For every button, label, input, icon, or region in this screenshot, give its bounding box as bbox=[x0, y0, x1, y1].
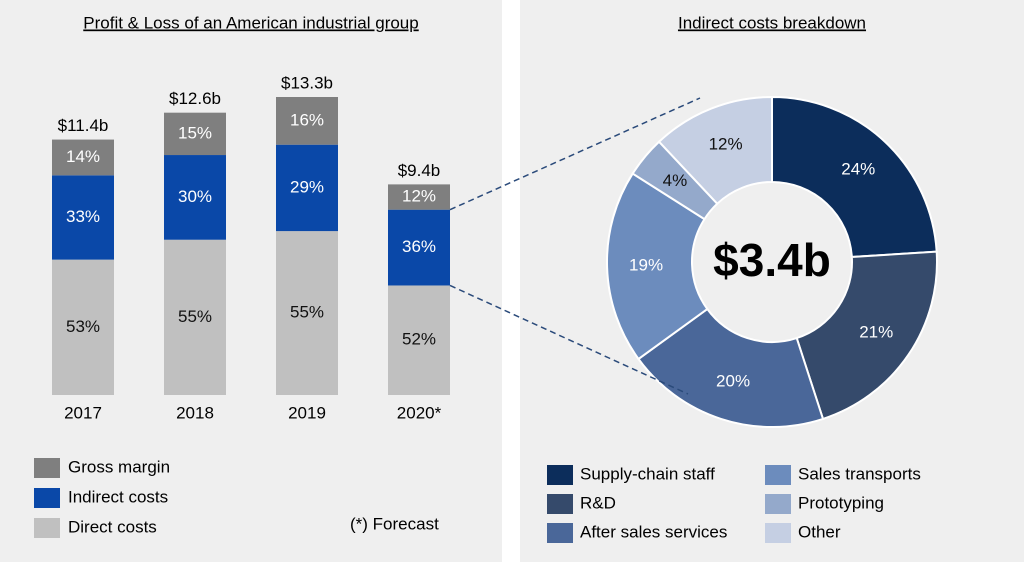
slice-label: 21% bbox=[859, 322, 893, 341]
center-label: $3.4b bbox=[713, 234, 831, 286]
segment-label: 36% bbox=[402, 237, 436, 256]
connector bbox=[449, 97, 701, 211]
legend-swatch bbox=[547, 465, 573, 485]
x-tick-label: 2017 bbox=[64, 403, 102, 422]
legend-label: Prototyping bbox=[798, 493, 884, 512]
bar-segment bbox=[52, 259, 114, 395]
segment-label: 14% bbox=[66, 147, 100, 166]
pie-title: Indirect costs breakdown bbox=[678, 13, 866, 32]
segment-label: 33% bbox=[66, 207, 100, 226]
x-tick-label: 2018 bbox=[176, 403, 214, 422]
bar-segment bbox=[276, 97, 338, 145]
bar-segment bbox=[388, 184, 450, 210]
bar-title: Profit & Loss of an American industrial … bbox=[83, 13, 418, 32]
x-tick-label: 2020* bbox=[397, 403, 442, 422]
donut-slice bbox=[771, 95, 938, 259]
legend-swatch bbox=[547, 494, 573, 514]
slice-label: 12% bbox=[709, 134, 743, 153]
legend-label: Gross margin bbox=[68, 457, 170, 476]
legend-swatch bbox=[765, 494, 791, 514]
segment-label: 53% bbox=[66, 317, 100, 336]
donut-slice bbox=[657, 95, 773, 206]
bar-segment bbox=[388, 285, 450, 395]
legend-label: Other bbox=[798, 522, 841, 541]
legend-swatch bbox=[34, 518, 60, 538]
legend-label: R&D bbox=[580, 493, 616, 512]
slice-label: 19% bbox=[629, 255, 663, 274]
legend-label: Direct costs bbox=[68, 517, 157, 536]
slice-label: 24% bbox=[841, 160, 875, 179]
slice-label: 20% bbox=[716, 371, 750, 390]
segment-label: 16% bbox=[290, 110, 324, 129]
legend-label: After sales services bbox=[580, 522, 727, 541]
legend-swatch bbox=[34, 488, 60, 508]
legend-swatch bbox=[547, 523, 573, 543]
legend-swatch bbox=[765, 465, 791, 485]
footnote: (*) Forecast bbox=[350, 514, 439, 533]
bar-segment bbox=[388, 209, 450, 286]
bar-segment bbox=[164, 112, 226, 156]
segment-label: 12% bbox=[402, 187, 436, 206]
total-label: $11.4b bbox=[58, 116, 109, 135]
bar-segment bbox=[276, 231, 338, 395]
legend-swatch bbox=[765, 523, 791, 543]
segment-label: 29% bbox=[290, 177, 324, 196]
connector bbox=[449, 284, 689, 395]
legend-swatch bbox=[34, 458, 60, 478]
donut-slice bbox=[606, 172, 709, 361]
legend-label: Supply-chain staff bbox=[580, 464, 715, 483]
x-tick-label: 2019 bbox=[288, 403, 326, 422]
segment-label: 52% bbox=[402, 330, 436, 349]
bar-segment bbox=[52, 139, 114, 176]
segment-label: 55% bbox=[178, 307, 212, 326]
legend-label: Sales transports bbox=[798, 464, 921, 483]
segment-label: 15% bbox=[178, 123, 212, 142]
segment-label: 55% bbox=[290, 303, 324, 322]
bar-segment bbox=[164, 155, 226, 240]
legend-label: Indirect costs bbox=[68, 487, 168, 506]
bar-segment bbox=[164, 239, 226, 395]
bar-segment bbox=[276, 144, 338, 232]
donut-slice bbox=[637, 307, 825, 428]
donut-slice bbox=[795, 250, 938, 421]
slice-label: 4% bbox=[663, 171, 688, 190]
total-label: $9.4b bbox=[398, 161, 441, 180]
total-label: $13.3b bbox=[281, 73, 333, 92]
segment-label: 30% bbox=[178, 187, 212, 206]
bar-segment bbox=[52, 175, 114, 260]
total-label: $12.6b bbox=[169, 89, 221, 108]
